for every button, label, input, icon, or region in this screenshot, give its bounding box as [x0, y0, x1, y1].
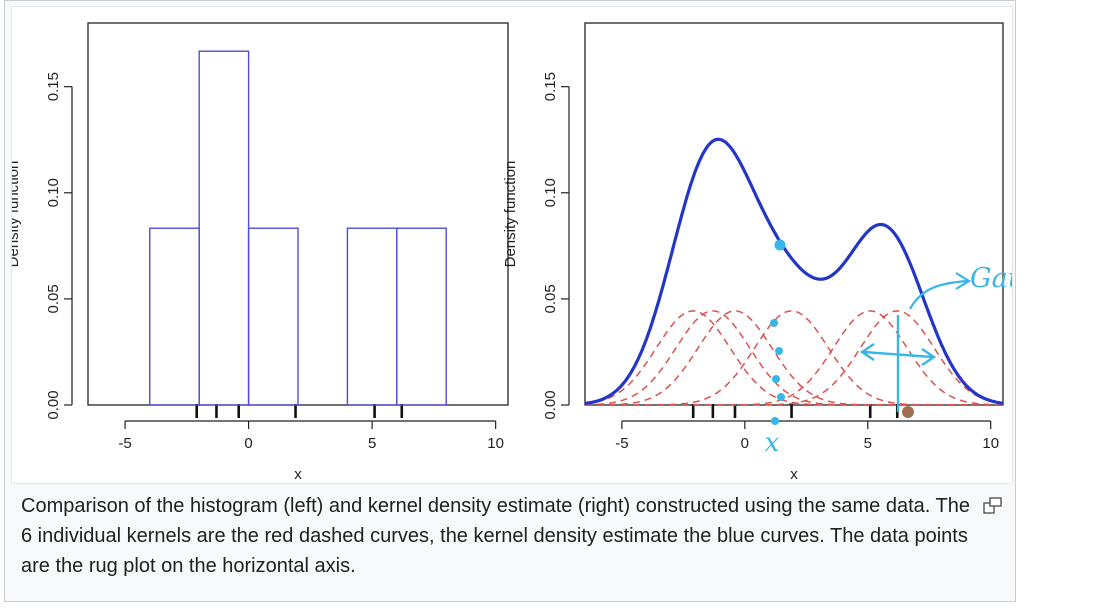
- gaussian-label: Gaussian: [970, 263, 1012, 294]
- kde-y-tick-label: 0.10: [542, 178, 559, 207]
- histogram-x-tick-label: -5: [118, 435, 131, 452]
- kde-x-tick-label: 5: [864, 435, 872, 452]
- kde-x-tick-label: 0: [741, 435, 749, 452]
- histogram-y-tick-label: 0.10: [45, 178, 62, 207]
- handwritten-annotations: x Gaussian: [765, 239, 1095, 458]
- histogram-y-axis-label: Density function: [12, 161, 22, 268]
- histogram-bar: [149, 227, 200, 406]
- kernel-curve: [585, 310, 1003, 406]
- histogram-bar: [396, 227, 447, 406]
- kernel-curve: [584, 310, 1003, 406]
- kde-x-axis-label: x: [790, 466, 798, 483]
- annotation-pointer-line: [909, 279, 968, 310]
- kernel-curve: [585, 310, 1004, 406]
- kde-x-tick-label: -5: [615, 435, 628, 452]
- kde-plot-box: [584, 22, 1004, 406]
- cursor-icon: [902, 406, 914, 418]
- arrowhead-left-icon: [859, 343, 875, 361]
- kernel-curve: [585, 310, 1003, 406]
- annotation-dot: [770, 319, 778, 327]
- histogram-bar: [247, 227, 299, 406]
- annotation-x-label: x: [765, 428, 780, 458]
- kde-curve: [584, 137, 1004, 406]
- kde-y-tick-label: 0.15: [542, 72, 559, 101]
- histogram-y-tick-label: 0.00: [45, 390, 62, 419]
- histogram-x-tick-label: 5: [368, 435, 376, 452]
- histogram-x-tick-label: 10: [487, 435, 504, 452]
- kde-y-tick-label: 0.05: [542, 284, 559, 313]
- histogram-x-tick-label: 0: [244, 435, 252, 452]
- arrowhead-pointer-icon: [955, 272, 972, 290]
- kde-y-axis-label: Density function: [502, 161, 519, 268]
- histogram-y-tick-label: 0.15: [45, 72, 62, 101]
- histogram-bar: [198, 50, 250, 406]
- histogram-y-tick-label: 0.05: [45, 284, 62, 313]
- annotation-dot: [777, 393, 785, 401]
- annotation-dot: [771, 417, 779, 425]
- kde-x-tick-label: 10: [982, 435, 999, 452]
- magnify-clip-icon[interactable]: [983, 497, 1003, 515]
- histogram-x-axis-label: x: [294, 466, 302, 483]
- histogram-bar: [346, 227, 398, 406]
- annotation-dot: [772, 375, 780, 383]
- kde-panel: -5 0 5 10 0.00 0.05 0.10 0.15 x Density function: [502, 22, 1004, 483]
- kernel-curve: [584, 310, 1003, 406]
- figure-frame: -5 0 5 10 0.00 0.05 0.10 0.15 x Density function …: [4, 0, 1095, 602]
- histogram-panel: -5 0 5 10 0.00 0.05 0.10 0.15 x Density function: [5, 22, 509, 483]
- arrowhead-right-icon: [921, 348, 937, 366]
- annotation-dot: [774, 239, 786, 251]
- figure-caption: Comparison of the histogram (left) and k…: [21, 495, 970, 577]
- annotation-dot: [775, 347, 783, 355]
- figure-image: -5 0 5 10 0.00 0.05 0.10 0.15 x Density function …: [5, 6, 1095, 484]
- kernel-curve: [585, 310, 1004, 406]
- kde-y-tick-label: 0.00: [542, 390, 559, 419]
